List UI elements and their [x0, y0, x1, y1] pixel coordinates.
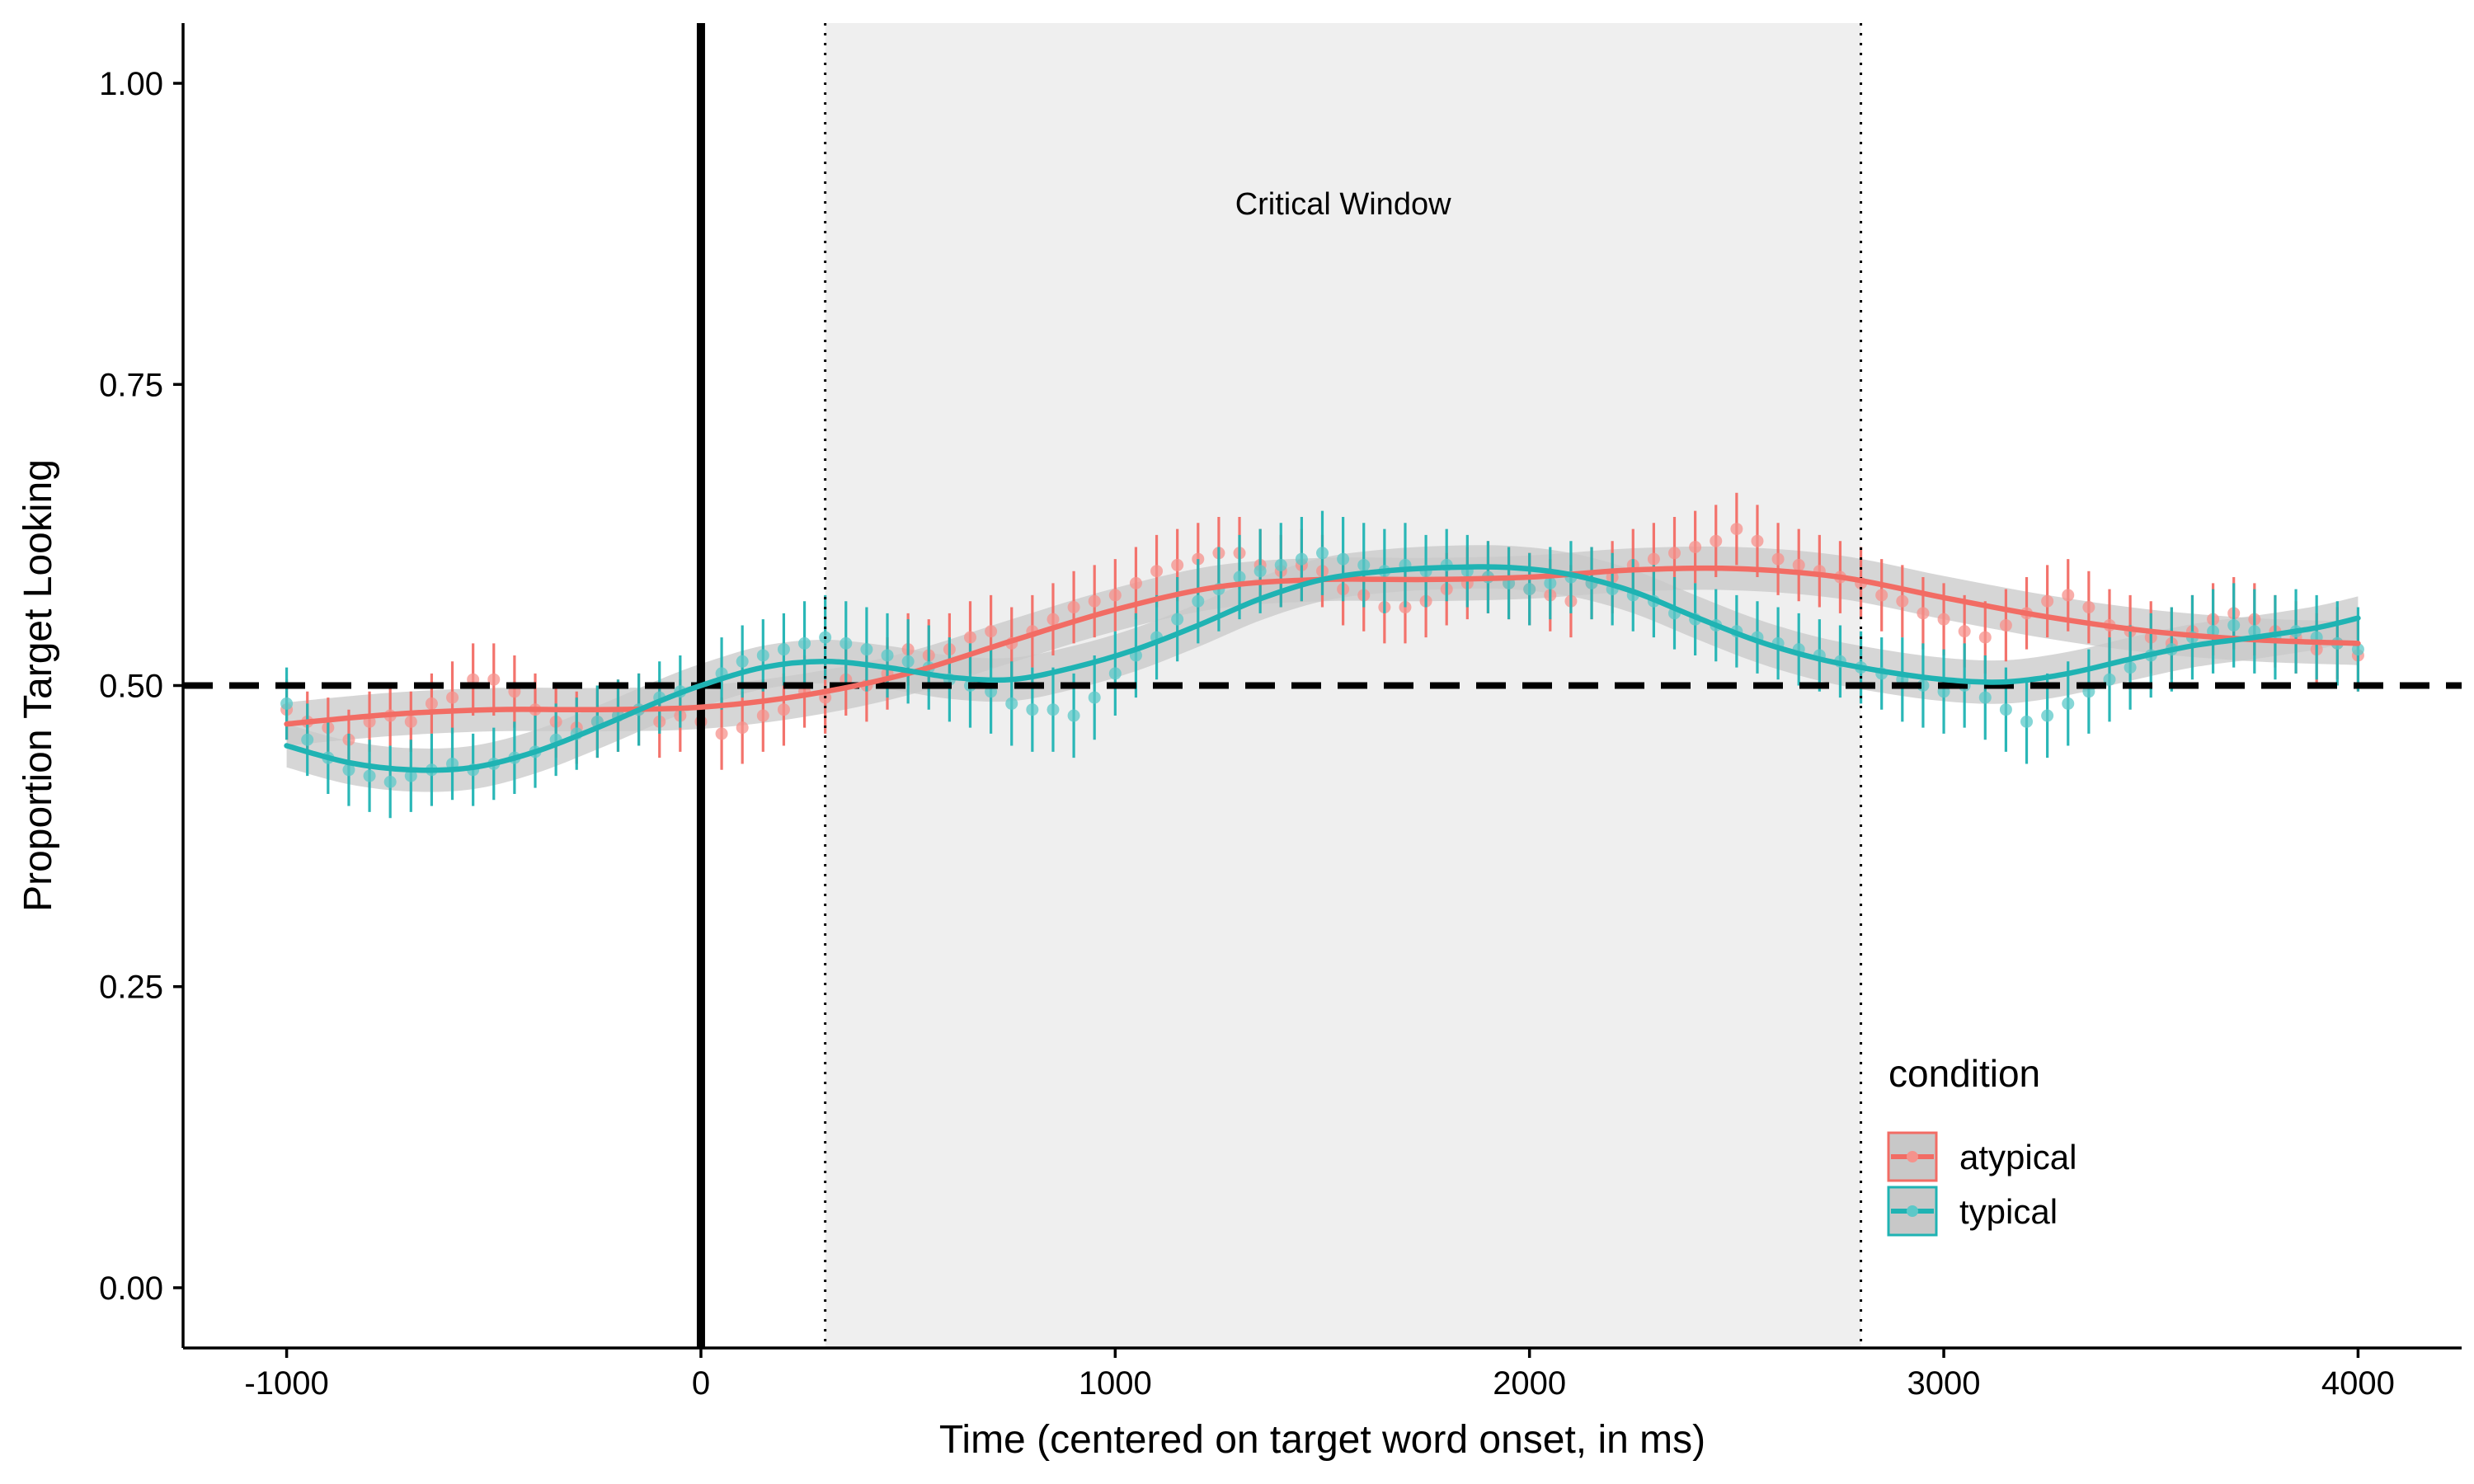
- data-point-atypical-23: [756, 709, 769, 722]
- data-point-typical-40: [1108, 667, 1122, 680]
- data-point-typical-38: [1067, 709, 1080, 722]
- data-point-atypical-33: [963, 631, 976, 644]
- data-point-atypical-22: [736, 721, 749, 735]
- critical-window-label: Critical Window: [1235, 187, 1451, 222]
- data-point-typical-48: [1274, 558, 1287, 571]
- data-point-typical-88: [2103, 673, 2116, 686]
- data-point-typical-60: [1523, 583, 1536, 596]
- data-point-typical-27: [840, 636, 853, 650]
- data-point-atypical-70: [1730, 523, 1743, 536]
- axis-layer: -1000 0 1000 2000 3000 4000 0.00 0.25 0.50 0.75 1.…: [99, 23, 2462, 1402]
- data-point-typical-5: [383, 775, 397, 788]
- legend-label-typical: typical: [1959, 1192, 2058, 1231]
- data-point-atypical-86: [2062, 589, 2075, 602]
- legend-key-point-typical: [1907, 1205, 1918, 1217]
- data-point-atypical-72: [1771, 552, 1785, 566]
- data-point-atypical-24: [777, 703, 790, 716]
- data-point-atypical-6: [404, 715, 417, 728]
- data-point-atypical-38: [1067, 601, 1080, 614]
- data-point-typical-28: [860, 643, 873, 656]
- data-point-atypical-43: [1171, 558, 1184, 571]
- data-point-typical-23: [756, 649, 769, 662]
- data-point-typical-82: [1978, 691, 1992, 704]
- data-point-atypical-85: [2041, 594, 2054, 608]
- data-point-atypical-41: [1129, 576, 1142, 589]
- data-point-atypical-39: [1088, 594, 1101, 608]
- x-tick-label-4: 3000: [1907, 1365, 1981, 1402]
- data-point-typical-84: [2020, 715, 2034, 728]
- x-tick-label-3: 2000: [1493, 1365, 1566, 1402]
- data-point-atypical-81: [1958, 625, 1971, 638]
- data-point-typical-51: [1337, 552, 1350, 566]
- data-point-atypical-80: [1937, 613, 1950, 626]
- data-point-typical-61: [1544, 576, 1557, 589]
- data-point-atypical-79: [1917, 607, 1930, 620]
- data-point-typical-25: [798, 636, 811, 650]
- data-point-typical-52: [1357, 558, 1371, 571]
- data-point-atypical-69: [1710, 534, 1723, 547]
- smooth-line-typical: [284, 564, 2361, 773]
- data-point-atypical-82: [1978, 631, 1992, 644]
- data-point-typical-36: [1026, 703, 1039, 716]
- legend: condition atypical typical: [1887, 1052, 2077, 1237]
- data-point-typical-29: [881, 649, 894, 662]
- data-point-typical-43: [1171, 613, 1184, 626]
- data-point-typical-86: [2062, 697, 2075, 710]
- data-point-atypical-67: [1668, 547, 1681, 560]
- data-point-typical-83: [1999, 703, 2012, 716]
- data-point-typical-85: [2041, 709, 2054, 722]
- data-point-typical-37: [1047, 703, 1060, 716]
- data-point-atypical-21: [715, 727, 728, 740]
- data-point-typical-94: [2227, 618, 2241, 632]
- data-point-atypical-34: [985, 625, 998, 638]
- data-point-atypical-68: [1689, 540, 1702, 553]
- x-tick-label-2: 1000: [1079, 1365, 1152, 1402]
- y-tick-label-1: 0.25: [99, 970, 163, 1006]
- x-tick-label-0: -1000: [244, 1365, 328, 1402]
- y-tick-label-0: 0.00: [99, 1270, 163, 1307]
- x-tick-label-5: 4000: [2321, 1365, 2395, 1402]
- data-point-atypical-73: [1792, 558, 1805, 571]
- data-point-typical-100: [2351, 643, 2364, 656]
- y-tick-label-2: 0.50: [99, 669, 163, 705]
- legend-label-atypical: atypical: [1959, 1138, 2077, 1176]
- data-point-atypical-37: [1047, 613, 1060, 626]
- smooth-line-layer: [284, 564, 2361, 773]
- legend-key-point-atypical: [1907, 1151, 1918, 1162]
- y-axis-title: Proportion Target Looking: [16, 459, 60, 912]
- data-point-atypical-71: [1751, 534, 1764, 547]
- data-point-atypical-87: [2082, 601, 2095, 614]
- data-point-typical-0: [280, 697, 294, 710]
- y-tick-label-3: 0.75: [99, 367, 163, 403]
- y-tick-label-4: 1.00: [99, 66, 163, 102]
- data-point-typical-44: [1192, 594, 1205, 608]
- data-point-typical-30: [901, 655, 915, 668]
- data-point-atypical-10: [487, 673, 501, 686]
- x-axis-title: Time (centered on target word onset, in …: [939, 1418, 1705, 1462]
- data-point-atypical-78: [1896, 594, 1909, 608]
- data-point-atypical-7: [425, 697, 438, 710]
- data-point-atypical-77: [1875, 589, 1888, 602]
- data-point-atypical-66: [1647, 552, 1660, 566]
- data-point-typical-4: [363, 769, 376, 782]
- data-point-typical-24: [777, 643, 790, 656]
- data-point-typical-46: [1233, 571, 1246, 584]
- data-point-atypical-8: [446, 691, 459, 704]
- data-point-typical-49: [1295, 552, 1308, 566]
- data-point-typical-1: [301, 733, 314, 746]
- data-point-atypical-83: [1999, 618, 2012, 632]
- data-point-typical-47: [1253, 565, 1267, 578]
- data-point-atypical-42: [1150, 565, 1164, 578]
- x-tick-label-1: 0: [692, 1365, 710, 1402]
- data-point-typical-35: [1005, 697, 1018, 710]
- data-point-typical-50: [1316, 547, 1329, 560]
- data-point-atypical-40: [1108, 589, 1122, 602]
- data-point-typical-3: [342, 763, 355, 777]
- legend-title: condition: [1888, 1052, 2040, 1095]
- data-point-typical-39: [1088, 691, 1101, 704]
- data-point-typical-22: [736, 655, 749, 668]
- data-point-typical-6: [404, 769, 417, 782]
- data-point-typical-89: [2124, 661, 2137, 674]
